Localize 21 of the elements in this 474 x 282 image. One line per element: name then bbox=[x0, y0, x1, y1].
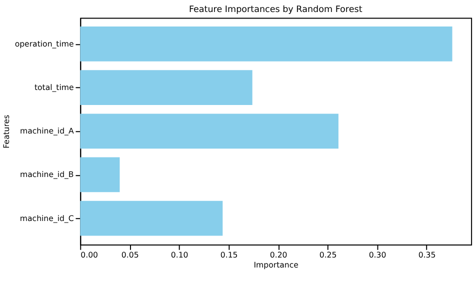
chart-title: Feature Importances by Random Forest bbox=[188, 4, 363, 15]
x-axis-title: Importance bbox=[254, 260, 299, 270]
x-tick-label: 0.20 bbox=[270, 250, 288, 260]
x-tick-label: 0.15 bbox=[220, 250, 238, 260]
x-tick-label: 0.30 bbox=[368, 250, 386, 260]
bar bbox=[80, 157, 120, 192]
y-tick-label: machine_id_B bbox=[20, 170, 74, 180]
x-tick-label: 0.35 bbox=[418, 250, 436, 260]
x-tick-label: 0.00 bbox=[80, 250, 98, 260]
bar bbox=[80, 114, 338, 149]
y-tick-label: machine_id_A bbox=[20, 126, 74, 136]
y-axis-title: Features bbox=[2, 114, 11, 148]
y-tick-label: total_time bbox=[34, 82, 74, 92]
x-tick-label: 0.10 bbox=[170, 250, 188, 260]
x-tick-label: 0.25 bbox=[319, 250, 337, 260]
y-tick-label: operation_time bbox=[14, 39, 74, 48]
y-tick-label: machine_id_C bbox=[20, 214, 74, 223]
bar bbox=[80, 70, 252, 105]
x-tick-label: 0.05 bbox=[121, 250, 139, 260]
bar bbox=[80, 26, 452, 62]
bar bbox=[80, 200, 223, 236]
